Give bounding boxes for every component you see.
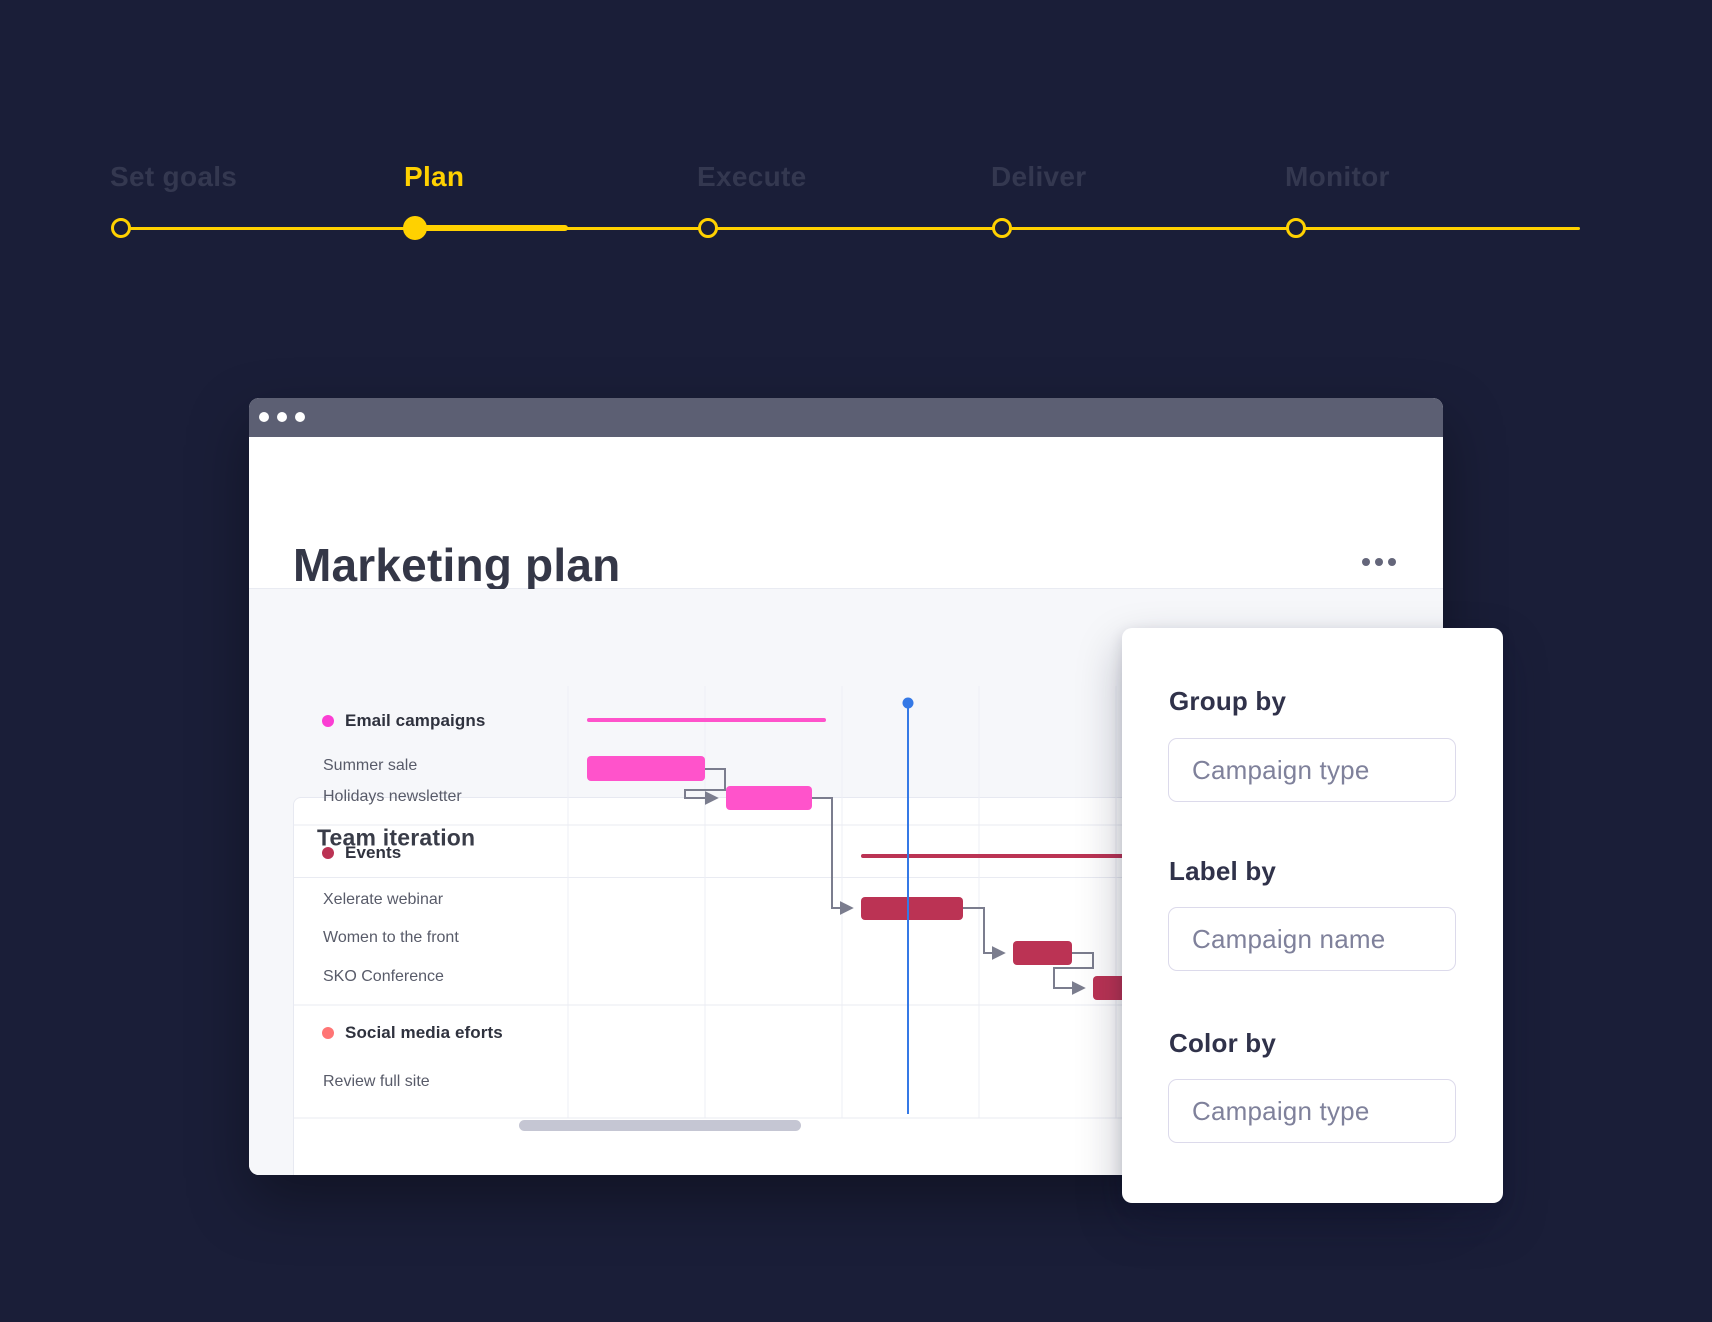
stepper-label-plan[interactable]: Plan [404, 161, 465, 192]
stepper-label-set-goals[interactable]: Set goals [110, 161, 238, 192]
group-color-dot [322, 847, 334, 859]
row-label-text: Review full site [323, 1073, 430, 1090]
row-label-text: Xelerate webinar [323, 891, 444, 908]
menu-dot [1375, 558, 1383, 566]
gantt-item-label-xelerate-webinar[interactable]: Xelerate webinar [323, 891, 443, 909]
stepper-track-line [121, 227, 1580, 230]
gantt-group-label-email-campaigns[interactable]: Email campaigns [322, 711, 485, 731]
stepper-node-set-goals[interactable] [111, 218, 131, 238]
stepper-node-plan[interactable] [403, 216, 427, 240]
row-label-text: Women to the front [323, 929, 459, 946]
page-title: Marketing plan [293, 539, 621, 591]
stepper-node-execute[interactable] [698, 218, 718, 238]
xelerate-webinar-bar[interactable] [861, 897, 963, 920]
gantt-group-label-events[interactable]: Events [322, 843, 401, 863]
row-label-text: Holidays newsletter [323, 788, 462, 805]
row-label-text: Email campaigns [345, 711, 486, 730]
window-control-dot[interactable] [277, 412, 287, 422]
field-select-value: Campaign type [1192, 1095, 1370, 1126]
menu-dot [1388, 558, 1396, 566]
group-color-dot [322, 1027, 334, 1039]
stepper-progress-line [415, 225, 568, 231]
stepper-node-monitor[interactable] [1286, 218, 1306, 238]
field-label-label-by: Label by [1169, 856, 1277, 886]
window-header: Marketing plan [249, 437, 1443, 591]
field-select-value: Campaign type [1192, 754, 1370, 785]
row-label-text: Summer sale [323, 757, 418, 774]
gantt-item-label-sko-conference[interactable]: SKO Conference [323, 968, 444, 986]
window-control-dot[interactable] [259, 412, 269, 422]
ellipsis-menu-icon[interactable] [1362, 558, 1396, 566]
field-select-group-by[interactable]: Campaign type [1168, 738, 1456, 802]
gantt-item-label-summer-sale[interactable]: Summer sale [323, 757, 417, 775]
group-color-dot [322, 715, 334, 727]
field-select-color-by[interactable]: Campaign type [1168, 1079, 1456, 1143]
settings-card: Group by Campaign type Label by Campaign na… [1122, 628, 1503, 1203]
holidays-newsletter-bar[interactable] [726, 786, 812, 810]
horizontal-scrollbar-thumb[interactable] [519, 1120, 801, 1131]
stepper-node-deliver[interactable] [992, 218, 1012, 238]
email-campaigns-summary [587, 718, 826, 722]
gantt-item-label-holidays-newsletter[interactable]: Holidays newsletter [323, 788, 462, 806]
menu-dot [1362, 558, 1370, 566]
stepper-label-execute[interactable]: Execute [697, 161, 807, 192]
gantt-item-label-review-full-site[interactable]: Review full site [323, 1073, 430, 1091]
panel-title: Team iteration [317, 824, 476, 850]
gantt-group-label-social-media-eforts[interactable]: Social media eforts [322, 1023, 503, 1043]
stepper-label-deliver[interactable]: Deliver [991, 161, 1087, 192]
row-label-text: SKO Conference [323, 968, 444, 985]
field-select-label-by[interactable]: Campaign name [1168, 907, 1456, 971]
field-label-color-by: Color by [1169, 1028, 1277, 1058]
summer-sale-bar[interactable] [587, 756, 705, 781]
window-control-dot[interactable] [295, 412, 305, 422]
women-to-the-front-bar[interactable] [1013, 941, 1072, 965]
field-select-value: Campaign name [1192, 923, 1386, 954]
field-label-group-by: Group by [1169, 686, 1287, 716]
gantt-item-label-women-to-the-front[interactable]: Women to the front [323, 929, 459, 947]
stepper-label-monitor[interactable]: Monitor [1285, 161, 1390, 192]
row-label-text: Social media eforts [345, 1023, 503, 1042]
row-label-text: Events [345, 843, 402, 862]
window-titlebar [249, 398, 1443, 437]
